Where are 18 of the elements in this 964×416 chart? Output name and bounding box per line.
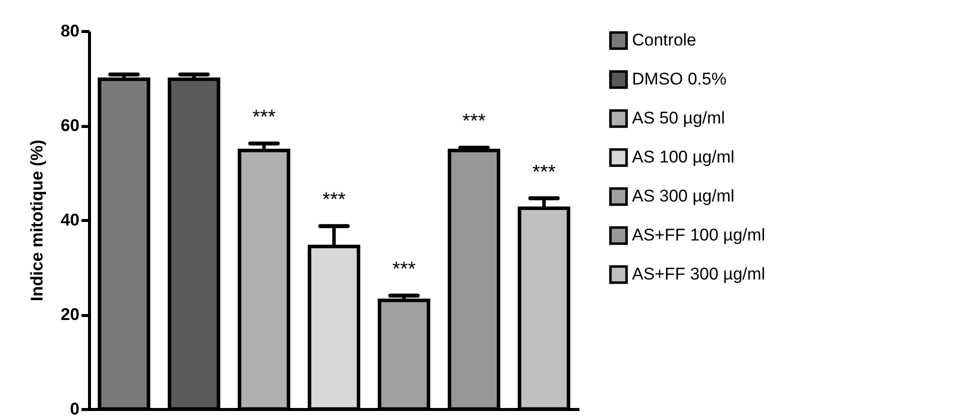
data-label: ***	[252, 106, 276, 128]
legend-label: Controle	[632, 30, 696, 50]
legend-label: AS 100 µg/ml	[632, 148, 734, 166]
legend-label: AS+FF 300 µg/ml	[632, 264, 766, 284]
data-label: ***	[392, 258, 416, 281]
legend-label: AS+FF 100 µg/ml	[632, 226, 766, 244]
legend-label: AS 50 µg/ml	[632, 108, 725, 128]
legend-label: AS 300 µg/ml	[632, 186, 734, 206]
legend-label: DMSO 0.5%	[632, 70, 726, 88]
y-tick-label: 60	[60, 116, 80, 135]
data-label: ***	[322, 189, 346, 212]
y-tick-label: 80	[60, 22, 80, 40]
y-tick-label: 20	[60, 305, 80, 324]
y-tick-label: 0	[70, 400, 80, 416]
y-axis-title: Indice mitotique (%)	[28, 140, 47, 302]
y-tick-label: 40	[60, 210, 80, 230]
data-label: ***	[532, 161, 556, 184]
data-label: ***	[462, 110, 486, 133]
